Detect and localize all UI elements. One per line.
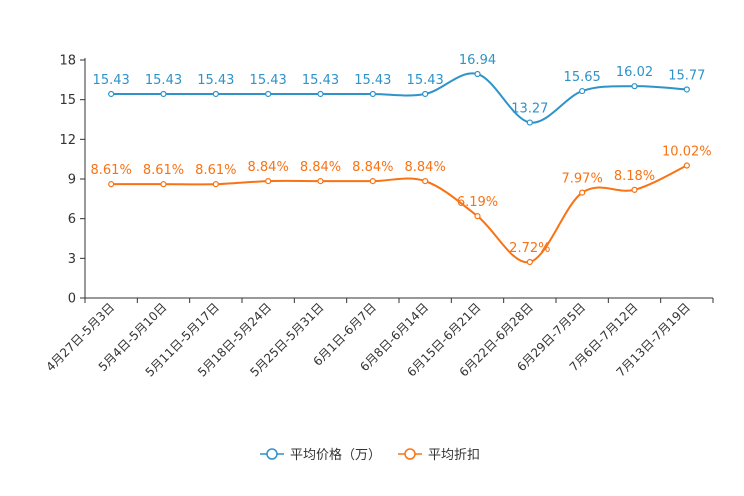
- x-axis-ticks: 4月27日-5月3日5月4日-5月10日5月11日-5月17日5月18日-5月2…: [43, 298, 714, 380]
- data-label: 15.43: [145, 73, 182, 88]
- y-axis-ticks: 0 3 6 9 12 15 18: [59, 54, 85, 307]
- data-point: [631, 83, 638, 90]
- data-point: [369, 90, 376, 98]
- y-tick-label: 18: [59, 54, 76, 69]
- data-point: [369, 178, 376, 185]
- data-label: 15.43: [354, 73, 391, 88]
- series-group: [108, 70, 690, 266]
- data-point: [212, 90, 219, 98]
- legend-label: 平均折扣: [428, 448, 480, 463]
- data-label: 15.43: [302, 73, 339, 88]
- data-label: 8.61%: [143, 163, 184, 178]
- data-point: [631, 186, 638, 193]
- legend-item-0[interactable]: 平均价格（万）: [260, 447, 381, 463]
- data-label: 15.65: [564, 70, 601, 85]
- data-label: 7.97%: [562, 172, 603, 187]
- data-point: [526, 119, 533, 126]
- data-label: 15.43: [407, 73, 444, 88]
- data-point: [265, 90, 272, 98]
- y-tick-label: 3: [68, 252, 76, 267]
- y-tick-label: 9: [68, 173, 76, 188]
- data-point: [317, 90, 324, 98]
- data-point: [579, 87, 586, 95]
- data-label: 8.84%: [405, 160, 446, 175]
- y-tick-label: 6: [68, 212, 76, 227]
- data-point: [160, 181, 167, 188]
- y-tick-label: 15: [59, 93, 76, 108]
- data-label: 2.72%: [509, 241, 550, 256]
- data-point: [317, 178, 324, 185]
- data-point: [683, 162, 690, 169]
- data-label: 16.02: [616, 65, 653, 80]
- data-label: 13.27: [511, 102, 548, 117]
- data-label: 15.43: [93, 73, 130, 88]
- y-tick-label: 12: [59, 133, 76, 148]
- data-point: [474, 70, 481, 78]
- legend-item-1[interactable]: 平均折扣: [398, 448, 480, 463]
- data-point: [579, 189, 586, 196]
- data-label: 8.61%: [195, 163, 236, 178]
- data-label: 15.77: [668, 68, 705, 83]
- data-labels: 15.43 15.43 15.43 15.43 15.43 15.43 15.43 16.94…: [91, 53, 712, 256]
- data-label: 8.84%: [352, 160, 393, 175]
- data-label: 16.94: [459, 53, 496, 68]
- data-label: 8.61%: [91, 163, 132, 178]
- data-point: [108, 90, 115, 98]
- data-point: [160, 90, 167, 98]
- data-label: 15.43: [197, 73, 234, 88]
- data-point: [683, 86, 690, 93]
- data-point: [108, 181, 115, 188]
- legend-marker-icon: [404, 448, 416, 460]
- data-point: [265, 178, 272, 185]
- data-label: 6.19%: [457, 195, 498, 210]
- data-label: 8.84%: [300, 160, 341, 175]
- data-point: [474, 213, 481, 220]
- data-label: 8.18%: [614, 169, 655, 184]
- y-tick-label: 0: [68, 292, 76, 307]
- legend[interactable]: 平均价格（万） 平均折扣: [260, 447, 480, 463]
- data-point: [422, 90, 429, 98]
- data-point: [526, 258, 533, 266]
- data-point: [422, 178, 429, 185]
- legend-label: 平均价格（万）: [290, 447, 381, 463]
- data-label: 15.43: [250, 73, 287, 88]
- data-label: 8.84%: [248, 160, 289, 175]
- legend-marker-icon: [266, 448, 278, 460]
- data-label: 10.02%: [662, 145, 712, 160]
- data-point: [212, 181, 219, 188]
